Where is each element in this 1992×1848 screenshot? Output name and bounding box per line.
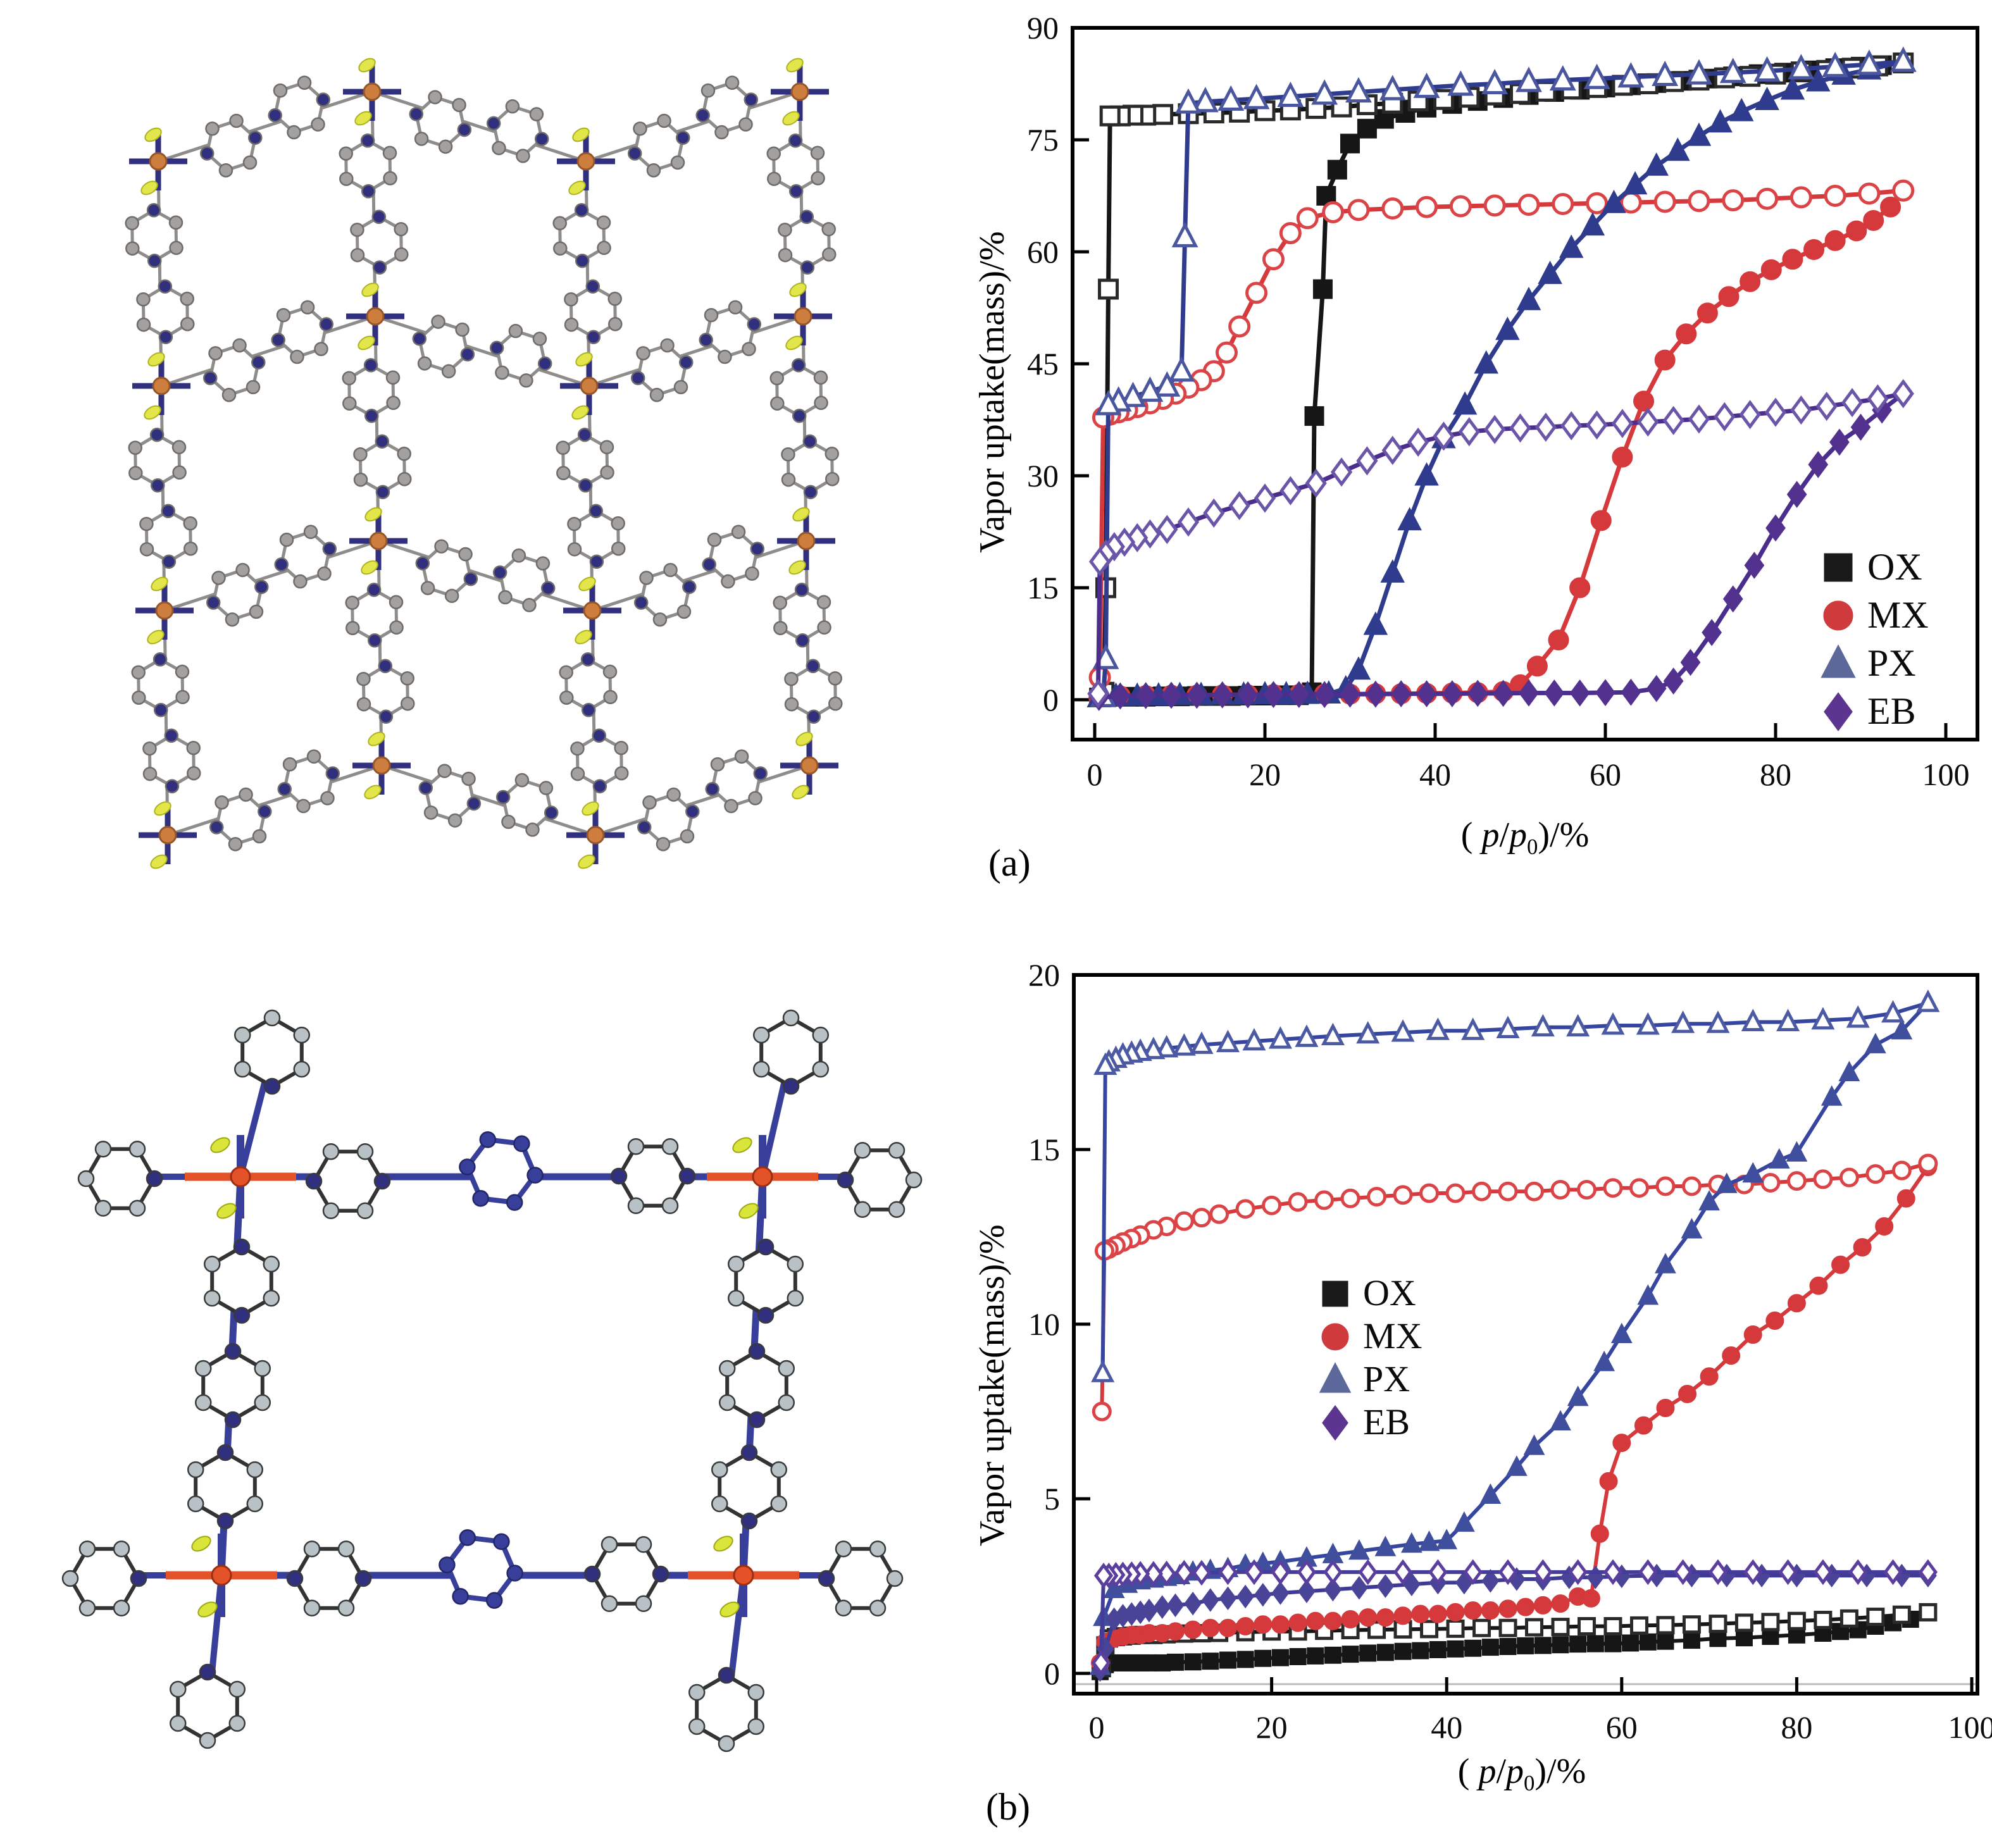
svg-text:100: 100 [1948,1709,1992,1745]
svg-text:90: 90 [1027,10,1059,46]
svg-text:MX: MX [1867,594,1929,636]
svg-text:20: 20 [1256,1709,1288,1745]
svg-text:60: 60 [1590,757,1621,792]
svg-text:0: 0 [1087,757,1103,792]
svg-text:40: 40 [1419,757,1451,792]
xlabel-slash: / [1499,815,1509,855]
panel-a-label: (a) [988,842,1031,884]
xlabel-p2: p [1509,815,1527,855]
xlabel-sub0: 0 [1527,834,1538,860]
svg-text:80: 80 [1760,757,1791,792]
svg-text:60: 60 [1606,1709,1638,1745]
xlabel-close: )/% [1538,815,1590,855]
svg-text:EB: EB [1867,690,1916,732]
xlabel-p2: p [1506,1752,1524,1791]
svg-text:PX: PX [1867,642,1916,684]
xlabel-close: )/% [1534,1752,1586,1791]
svg-text:PX: PX [1363,1358,1410,1399]
svg-text:80: 80 [1781,1709,1812,1745]
svg-text:40: 40 [1431,1709,1462,1745]
svg-text:20: 20 [1028,957,1060,993]
structure-b-image [61,1009,923,1752]
svg-text:15: 15 [1028,1132,1060,1167]
svg-text:0: 0 [1043,682,1059,717]
svg-text:0: 0 [1044,1656,1060,1691]
svg-text:100: 100 [1922,757,1970,792]
chart-a-y-axis-title: Vapor uptake(mass)/% [973,231,1012,554]
svg-text:20: 20 [1249,757,1281,792]
svg-text:10: 10 [1028,1306,1060,1342]
chart-a-x-axis-title: ( p/p0)/% [1360,815,1690,860]
svg-text:MX: MX [1363,1315,1422,1356]
xlabel-slash: / [1496,1752,1506,1791]
xlabel-p1: p [1481,815,1500,855]
xlabel-sub0: 0 [1524,1771,1535,1796]
svg-text:60: 60 [1027,234,1059,270]
xlabel-open: ( [1457,1752,1479,1791]
structure-a-image [125,58,843,869]
svg-text:OX: OX [1867,546,1922,588]
svg-text:5: 5 [1044,1481,1060,1516]
chart-a: 0 15 30 45 60 75 90 0 20 40 60 80 100 OX MX PX EB [1027,10,1979,792]
chart-b-y-axis-title: Vapor uptake(mass)/% [973,1224,1012,1547]
svg-text:45: 45 [1027,346,1059,381]
svg-text:30: 30 [1027,458,1059,493]
xlabel-p1: p [1478,1752,1497,1791]
svg-text:EB: EB [1363,1401,1410,1442]
chart-b-x-axis-title: ( p/p0)/% [1357,1751,1686,1796]
svg-text:15: 15 [1027,570,1059,605]
svg-text:OX: OX [1363,1272,1416,1313]
xlabel-open: ( [1460,815,1482,855]
svg-text:75: 75 [1027,122,1059,158]
panel-b-label: (b) [986,1786,1030,1828]
svg-text:0: 0 [1089,1709,1105,1745]
